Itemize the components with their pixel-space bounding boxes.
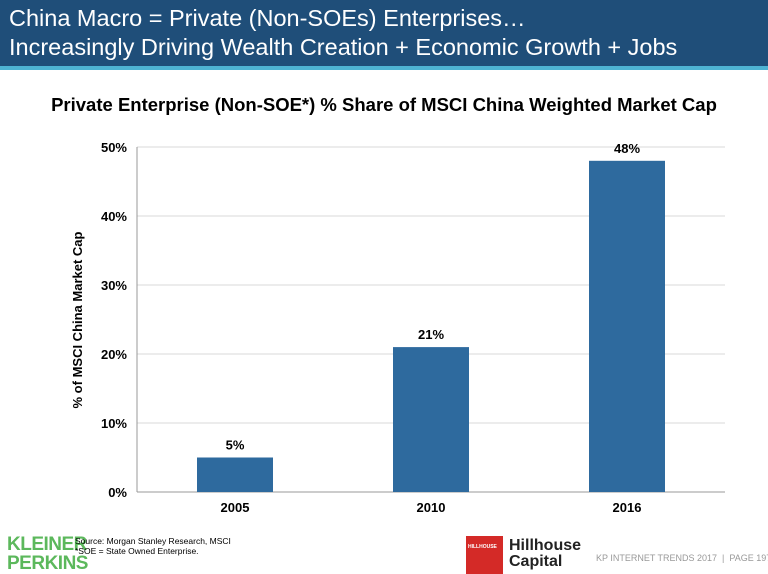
logo-text: KLEINER xyxy=(7,534,87,555)
logo-text: Capital xyxy=(509,553,563,570)
bar-2005 xyxy=(197,457,273,492)
y-tick-label: 0% xyxy=(108,485,127,500)
x-tick-label: 2005 xyxy=(221,500,250,515)
y-axis-label: % of MSCI China Market Cap xyxy=(70,231,85,408)
data-label: 21% xyxy=(418,327,444,342)
y-tick-label: 40% xyxy=(101,209,127,224)
kleiner-perkins-logo: KLEINER PERKINS xyxy=(7,535,88,573)
data-label: 48% xyxy=(614,141,640,156)
y-tick-label: 10% xyxy=(101,416,127,431)
logo-text: Hillhouse xyxy=(509,537,582,554)
y-tick-label: 20% xyxy=(101,347,127,362)
slide-header: China Macro = Private (Non-SOEs) Enterpr… xyxy=(0,0,768,66)
bar-2016 xyxy=(589,160,665,493)
y-tick-label: 30% xyxy=(101,278,127,293)
hillhouse-logo-text: Hillhouse Capital xyxy=(509,538,581,570)
bar-2010 xyxy=(393,347,469,492)
logo-text: PERKINS xyxy=(7,553,88,574)
slide-title-line2: Increasingly Driving Wealth Creation + E… xyxy=(9,34,678,60)
slide-title-line1: China Macro = Private (Non-SOEs) Enterpr… xyxy=(9,5,526,31)
header-stripe xyxy=(0,66,768,70)
source-note: Source: Morgan Stanley Research, MSCI *S… xyxy=(75,536,231,556)
x-tick-label: 2010 xyxy=(417,500,446,515)
footnote-text: *SOE = State Owned Enterprise. xyxy=(75,546,199,556)
x-tick-label: 2016 xyxy=(613,500,642,515)
source-text: Source: Morgan Stanley Research, MSCI xyxy=(75,536,231,546)
hillhouse-logo-badge: HILLHOUSE xyxy=(466,536,503,574)
chart-title: Private Enterprise (Non-SOE*) % Share of… xyxy=(51,94,717,115)
data-label: 5% xyxy=(226,438,245,453)
page-info: KP INTERNET TRENDS 2017 | PAGE 197 xyxy=(596,553,768,563)
y-tick-label: 50% xyxy=(101,140,127,155)
